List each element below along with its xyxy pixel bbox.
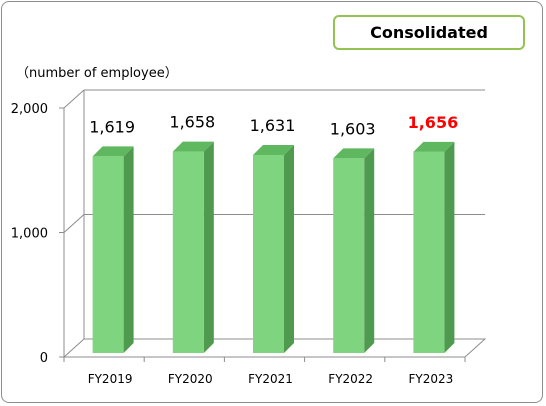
- y-axis-unit-label: （number of employee）: [16, 66, 178, 81]
- depth-line-0: [63, 338, 85, 358]
- data-label-FY2022: 1,603: [330, 119, 376, 138]
- data-label-FY2021: 1,631: [250, 116, 296, 135]
- depth-line-1000: [63, 214, 85, 233]
- bar-FY2023: [413, 151, 445, 353]
- bar-FY2021: [253, 154, 284, 353]
- data-label-FY2019: 1,619: [89, 117, 135, 136]
- bar-side-FY2019: [123, 146, 134, 353]
- data-label-FY2023: 1,656: [408, 113, 459, 132]
- x-tick-label-FY2020: FY2020: [168, 372, 213, 386]
- x-tick-label-FY2019: FY2019: [88, 372, 133, 386]
- x-tick-label-FY2021: FY2021: [248, 372, 293, 386]
- y-tick-label: 0: [40, 351, 48, 366]
- consolidated-badge: Consolidated: [333, 15, 525, 50]
- bar-side-FY2020: [203, 141, 214, 353]
- bar-top-FY2023: [413, 141, 455, 152]
- bar-FY2020: [172, 151, 204, 353]
- bar-top-FY2019: [92, 146, 134, 157]
- bar-side-FY2021: [284, 144, 294, 353]
- x-tick-label-FY2023: FY2023: [409, 372, 454, 386]
- bar-side-FY2023: [444, 141, 455, 353]
- bar-top-FY2021: [253, 144, 294, 155]
- bar-top-FY2022: [333, 148, 375, 159]
- bar-FY2019: [92, 156, 124, 353]
- x-tick-label-FY2022: FY2022: [328, 372, 373, 386]
- bar-top-FY2020: [172, 141, 214, 152]
- bar-FY2022: [333, 158, 365, 353]
- y-tick-label: 1,000: [11, 227, 48, 242]
- data-label-FY2020: 1,658: [169, 113, 215, 132]
- depth-line-2000: [63, 89, 85, 109]
- bar-side-FY2022: [364, 148, 375, 353]
- y-tick-label: 2,000: [11, 102, 48, 117]
